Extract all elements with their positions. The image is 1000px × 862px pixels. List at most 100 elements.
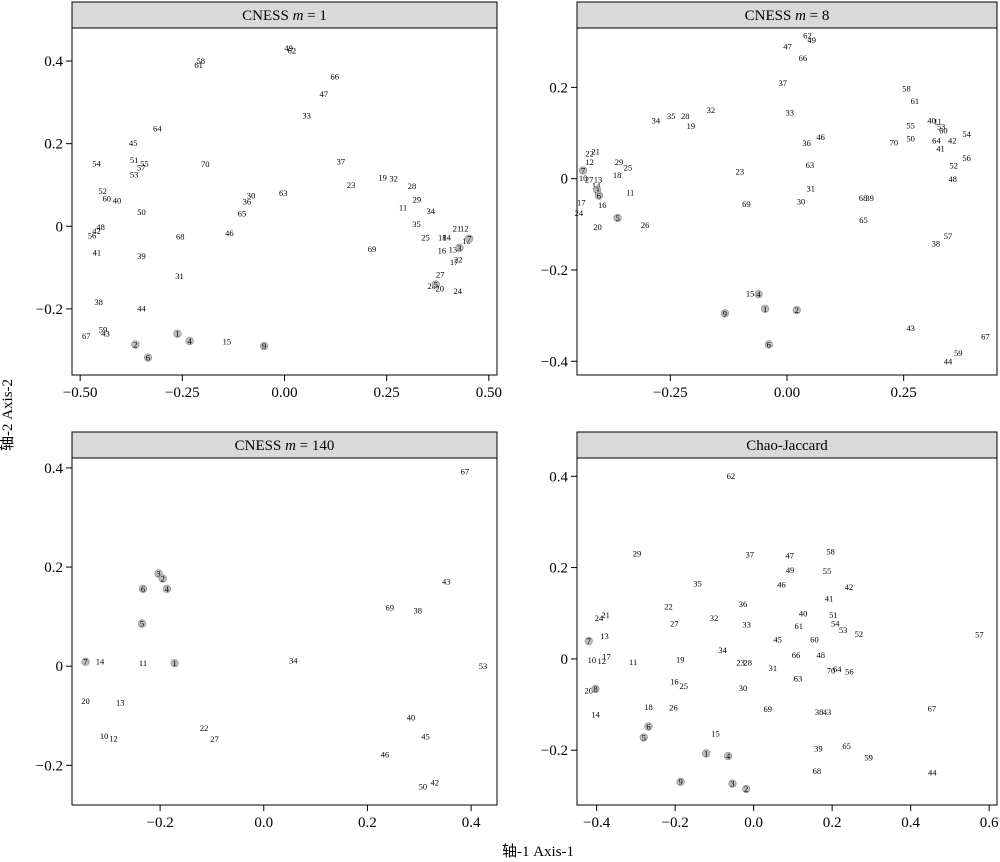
point-label: 34 xyxy=(427,206,436,216)
point-label: 11 xyxy=(139,658,147,668)
point-label: 44 xyxy=(944,356,953,366)
point-label: 42 xyxy=(845,582,854,592)
point-label: 7 xyxy=(581,165,585,175)
y-tick-label: −0.2 xyxy=(541,263,568,279)
point-label: 16 xyxy=(438,246,447,256)
point-label: 4 xyxy=(756,289,761,299)
point-label: 31 xyxy=(769,663,778,673)
point-label: 4 xyxy=(165,584,170,594)
x-tick-label: −0.25 xyxy=(165,385,200,401)
point-label: 32 xyxy=(707,105,716,115)
point-label: 62 xyxy=(803,30,812,40)
point-label: 11 xyxy=(626,187,634,197)
y-tick-label: 0.4 xyxy=(549,469,568,485)
point-label: 69 xyxy=(764,704,773,714)
point-label: 12 xyxy=(585,157,594,167)
point-label: 12 xyxy=(597,656,606,666)
point-label: 51 xyxy=(130,155,139,165)
point-label: 15 xyxy=(223,337,232,347)
point-label: 50 xyxy=(419,782,428,792)
point-label: 41 xyxy=(825,594,834,604)
point-label: 7 xyxy=(467,234,471,244)
point-label: 24 xyxy=(595,613,604,623)
point-label: 63 xyxy=(794,674,803,684)
point-label: 2 xyxy=(161,573,165,583)
point-marker xyxy=(613,213,622,223)
point-label: 13 xyxy=(600,631,609,641)
point-label: 25 xyxy=(680,681,689,691)
point-label: 47 xyxy=(783,41,792,51)
point-label: 18 xyxy=(613,170,622,180)
point-marker xyxy=(173,329,182,338)
point-label: 49 xyxy=(284,43,293,53)
point-label: 67 xyxy=(461,466,470,476)
point-label: 14 xyxy=(96,657,105,667)
x-tick-label: −0.2 xyxy=(662,815,689,831)
point-label: 16 xyxy=(670,676,679,686)
point-marker xyxy=(131,340,140,349)
point-label: 68 xyxy=(813,766,822,776)
point-label: 25 xyxy=(421,232,430,242)
point-label: 27 xyxy=(436,270,445,280)
point-label: 37 xyxy=(337,156,346,166)
point-label: 27 xyxy=(670,619,679,629)
point-label: 14 xyxy=(442,232,451,242)
point-label: 32 xyxy=(710,613,719,623)
point-label: 65 xyxy=(238,208,247,218)
point-label: 3 xyxy=(156,569,160,579)
point-label: 53 xyxy=(479,661,488,671)
point-label: 45 xyxy=(773,634,782,644)
panel-strip xyxy=(576,431,998,459)
point-label: 69 xyxy=(742,199,751,209)
x-axis-title: 轴-1 Axis-1 xyxy=(502,843,574,860)
point-label: 44 xyxy=(137,303,146,313)
point-label: 20 xyxy=(81,696,90,706)
point-label: 61 xyxy=(795,621,804,631)
point-label: 43 xyxy=(442,576,451,586)
y-tick-label: 0 xyxy=(561,172,569,188)
x-tick-label: 0.4 xyxy=(901,815,920,831)
point-label: 30 xyxy=(739,683,748,693)
point-label: 41 xyxy=(936,144,945,154)
point-marker xyxy=(455,243,464,252)
point-label: 11 xyxy=(399,203,407,213)
point-label: 6 xyxy=(597,191,601,201)
point-label: 22 xyxy=(664,601,673,611)
point-label: 39 xyxy=(814,743,823,753)
point-label: 19 xyxy=(378,173,387,183)
plot-frame xyxy=(576,457,998,806)
point-marker xyxy=(137,619,147,628)
point-label: 69 xyxy=(385,603,394,613)
point-label: 56 xyxy=(88,230,97,240)
point-marker xyxy=(170,659,179,668)
point-label: 31 xyxy=(175,271,184,281)
point-marker xyxy=(578,166,588,175)
point-marker xyxy=(591,684,600,694)
point-label: 14 xyxy=(592,181,601,191)
point-label: 34 xyxy=(718,645,727,655)
point-label: 40 xyxy=(927,116,936,126)
point-label: 36 xyxy=(739,599,748,609)
point-marker xyxy=(81,657,90,666)
x-tick-label: 0.0 xyxy=(254,815,273,831)
point-label: 21 xyxy=(591,146,600,156)
point-label: 24 xyxy=(454,286,463,296)
point-marker xyxy=(676,777,685,786)
point-label: 59 xyxy=(864,753,873,763)
point-marker xyxy=(158,574,167,583)
y-tick-label: −0.2 xyxy=(541,743,568,759)
point-label: 65 xyxy=(859,215,868,225)
point-label: 62 xyxy=(288,45,297,55)
y-tick-label: −0.2 xyxy=(36,302,63,318)
point-marker xyxy=(754,290,763,299)
point-label: 63 xyxy=(279,188,288,198)
point-label: 1 xyxy=(175,329,179,339)
point-label: 26 xyxy=(427,281,436,291)
point-label: 15 xyxy=(711,728,720,738)
point-label: 2 xyxy=(133,339,137,349)
point-label: 17 xyxy=(577,197,586,207)
point-label: 57 xyxy=(975,630,984,640)
point-label: 18 xyxy=(644,702,653,712)
point-label: 13 xyxy=(594,175,603,185)
point-label: 33 xyxy=(742,620,751,630)
